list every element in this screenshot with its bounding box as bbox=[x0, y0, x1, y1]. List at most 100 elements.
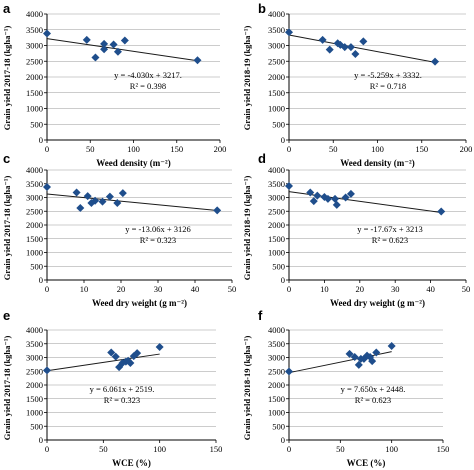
data-point bbox=[318, 35, 327, 44]
data-point bbox=[431, 57, 440, 66]
trend-line bbox=[46, 38, 198, 62]
y-axis-label: Grain yield 2017-18 (kgha⁻¹) bbox=[2, 176, 12, 281]
x-axis-label: Weed density (m⁻²) bbox=[340, 158, 414, 168]
y-tick-label: 3500 bbox=[26, 25, 43, 35]
panel-letter: a bbox=[3, 1, 11, 16]
y-tick-label: 500 bbox=[30, 119, 43, 129]
y-tick-label: 500 bbox=[30, 261, 43, 271]
data-point bbox=[325, 45, 334, 54]
x-tick-label: 100 bbox=[385, 444, 398, 454]
regression-equation: y = -17.67x + 3213 bbox=[357, 224, 423, 234]
y-tick-label: 500 bbox=[272, 119, 285, 129]
data-point bbox=[91, 196, 100, 205]
y-tick-label: 500 bbox=[272, 421, 285, 431]
x-tick-label: 40 bbox=[426, 284, 435, 294]
data-point bbox=[43, 366, 51, 375]
data-point bbox=[76, 203, 85, 212]
x-tick-label: 0 bbox=[45, 444, 49, 454]
y-tick-label: 4000 bbox=[268, 325, 285, 335]
panel-letter: e bbox=[3, 308, 10, 323]
chart-panel-b: b 0 500 1000 1500 2000 2500 3000 3500 4000 0 50 100 1… bbox=[242, 1, 472, 168]
y-tick-label: 1000 bbox=[268, 248, 285, 258]
chart-panel-f: f 0 500 1000 1500 2000 2500 3000 3500 4000 0 50 100 1… bbox=[242, 308, 449, 468]
x-axis-label: Weed dry weight (g m⁻²) bbox=[330, 298, 425, 308]
y-tick-label: 0 bbox=[281, 435, 285, 445]
x-tick-label: 10 bbox=[320, 284, 329, 294]
y-tick-label: 0 bbox=[281, 135, 285, 145]
data-point bbox=[285, 367, 293, 376]
regression-equation: y = -4.030x + 3217. bbox=[114, 70, 182, 80]
data-point bbox=[43, 183, 51, 192]
y-tick-label: 1000 bbox=[268, 104, 285, 114]
y-tick-label: 3500 bbox=[26, 179, 43, 189]
chart-panel-d: d 0 500 1000 1500 2000 2500 3000 3500 4000 0 10 20 30… bbox=[242, 151, 470, 308]
x-tick-label: 20 bbox=[356, 284, 365, 294]
r-squared: R² = 0.398 bbox=[130, 81, 166, 91]
data-point bbox=[107, 348, 116, 357]
y-tick-label: 3500 bbox=[268, 179, 285, 189]
y-tick-label: 2500 bbox=[268, 366, 285, 376]
data-point bbox=[83, 192, 92, 201]
y-tick-label: 1500 bbox=[268, 394, 285, 404]
data-point bbox=[387, 341, 396, 350]
y-tick-label: 4000 bbox=[26, 9, 43, 19]
x-tick-label: 200 bbox=[214, 144, 227, 154]
y-tick-label: 3000 bbox=[268, 353, 285, 363]
panel-letter: c bbox=[3, 151, 10, 166]
y-tick-label: 4000 bbox=[268, 9, 285, 19]
x-tick-label: 100 bbox=[371, 144, 384, 154]
y-tick-label: 1000 bbox=[26, 408, 43, 418]
y-axis-label: Grain yield 2017-18 (kgha⁻¹) bbox=[2, 336, 12, 441]
data-point bbox=[72, 188, 81, 197]
x-tick-label: 30 bbox=[154, 284, 163, 294]
y-tick-label: 2500 bbox=[268, 56, 285, 66]
data-point bbox=[437, 207, 446, 216]
y-axis-label: Grain yield 2017-18 (kgha⁻¹) bbox=[2, 26, 12, 131]
y-tick-label: 500 bbox=[30, 421, 43, 431]
x-tick-label: 50 bbox=[99, 444, 108, 454]
x-tick-label: 50 bbox=[336, 444, 345, 454]
y-tick-label: 2000 bbox=[26, 380, 43, 390]
y-tick-label: 3000 bbox=[26, 193, 43, 203]
y-tick-label: 1500 bbox=[26, 394, 43, 404]
y-axis-label: Grain yield 2018-19 (kgha⁻¹) bbox=[242, 336, 252, 441]
data-point bbox=[323, 194, 332, 203]
y-tick-label: 2500 bbox=[268, 206, 285, 216]
data-point bbox=[306, 188, 315, 197]
y-tick-label: 1000 bbox=[268, 408, 285, 418]
data-point bbox=[354, 360, 363, 369]
y-axis-label: Grain yield 2018-19 (kgha⁻¹) bbox=[242, 26, 252, 131]
y-tick-label: 3000 bbox=[26, 41, 43, 51]
data-point bbox=[193, 56, 202, 65]
y-tick-label: 1500 bbox=[26, 234, 43, 244]
y-tick-label: 2500 bbox=[26, 56, 43, 66]
data-point bbox=[368, 357, 377, 366]
x-axis-label: WCE (%) bbox=[112, 458, 151, 468]
x-tick-label: 10 bbox=[80, 284, 89, 294]
data-point bbox=[346, 189, 355, 198]
data-point bbox=[345, 349, 354, 358]
x-tick-label: 20 bbox=[117, 284, 126, 294]
x-tick-label: 150 bbox=[415, 144, 428, 154]
x-tick-label: 0 bbox=[287, 144, 291, 154]
x-tick-label: 0 bbox=[45, 144, 49, 154]
y-tick-label: 3000 bbox=[26, 353, 43, 363]
y-tick-label: 500 bbox=[272, 261, 285, 271]
trend-line bbox=[46, 193, 218, 212]
panel-letter: b bbox=[258, 1, 266, 16]
x-tick-label: 100 bbox=[153, 444, 166, 454]
r-squared: R² = 0.323 bbox=[104, 395, 140, 405]
y-tick-label: 1500 bbox=[268, 234, 285, 244]
y-tick-label: 2000 bbox=[26, 220, 43, 230]
data-point bbox=[105, 192, 114, 201]
data-point bbox=[285, 181, 293, 190]
data-point bbox=[332, 200, 341, 209]
data-point bbox=[372, 348, 381, 357]
data-point bbox=[98, 197, 107, 206]
y-tick-label: 3000 bbox=[268, 41, 285, 51]
y-tick-label: 4000 bbox=[26, 325, 43, 335]
y-tick-label: 2000 bbox=[268, 220, 285, 230]
y-tick-label: 0 bbox=[39, 435, 43, 445]
chart-panel-c: c 0 500 1000 1500 2000 2500 3000 3500 4000 0 10 20 30… bbox=[2, 151, 236, 308]
regression-equation: y = 6.061x + 2519. bbox=[90, 384, 155, 394]
